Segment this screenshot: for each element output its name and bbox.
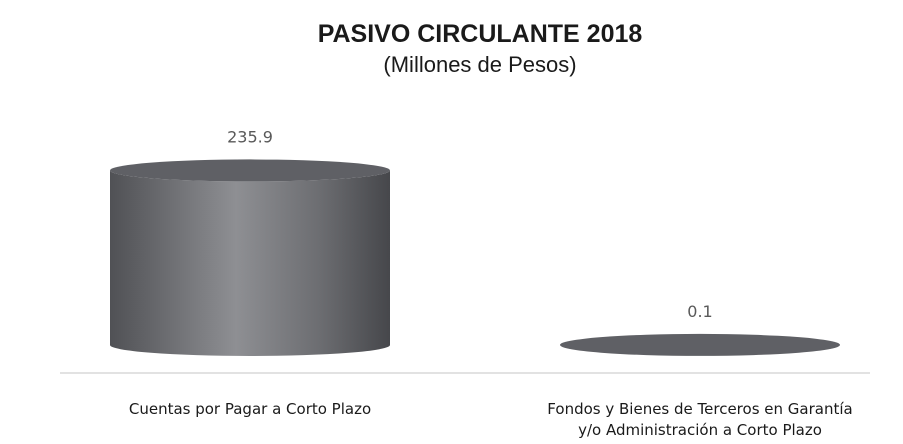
bar-top-1 [560, 333, 840, 356]
category-label-0: Cuentas por Pagar a Corto Plazo [129, 400, 371, 418]
category-labels-group: Cuentas por Pagar a Corto Plazo Fondos y … [129, 400, 853, 439]
bar-body-0 [110, 170, 390, 356]
bar-top-0 [110, 159, 390, 182]
value-label-1: 0.1 [687, 302, 712, 321]
bar-1 [560, 333, 840, 356]
chart-title: PASIVO CIRCULANTE 2018 [318, 20, 643, 48]
category-label-line: Cuentas por Pagar a Corto Plazo [129, 400, 371, 418]
category-label-1: Fondos y Bienes de Terceros en Garantía y… [547, 400, 852, 439]
chart-subtitle: (Millones de Pesos) [383, 52, 576, 77]
value-labels-group: 235.9 0.1 [227, 127, 713, 320]
bar-0 [110, 159, 390, 356]
bars-group [110, 159, 840, 356]
value-label-0: 235.9 [227, 127, 273, 146]
category-label-line: Fondos y Bienes de Terceros en Garantía [547, 400, 852, 418]
category-label-line: y/o Administración a Corto Plazo [578, 421, 822, 439]
